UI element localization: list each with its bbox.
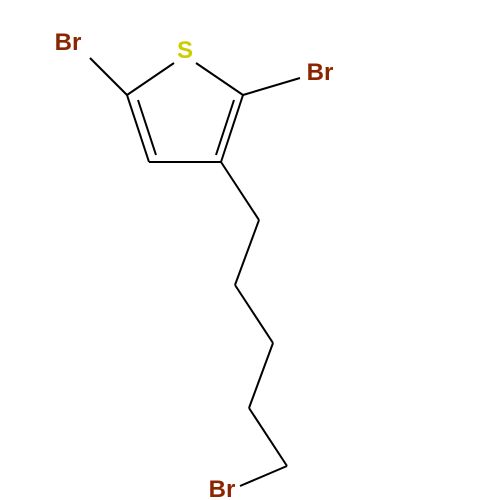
- bond-c5-s: [127, 63, 174, 95]
- bond-chain-4: [249, 343, 273, 408]
- bond-s-c2: [196, 63, 243, 95]
- bromine-3-atom-label: Br: [209, 476, 236, 500]
- bond-c4-c5-a: [127, 95, 149, 162]
- bromine-1-atom-label: Br: [55, 29, 82, 56]
- bond-c4-c5-b: [138, 100, 156, 155]
- bond-chain-1: [221, 162, 259, 220]
- thiophene-ring: [127, 63, 243, 162]
- substituents: [90, 58, 300, 486]
- bond-chain-5: [249, 408, 287, 466]
- atom-labels: S Br Br Br: [55, 29, 334, 500]
- bromine-2-atom-label: Br: [307, 59, 334, 86]
- bond-chain-2: [235, 220, 259, 285]
- bond-chain-3: [235, 285, 273, 343]
- sulfur-atom-label: S: [177, 37, 193, 64]
- molecule-diagram: S Br Br Br: [0, 0, 500, 500]
- bond-c5-br1: [90, 58, 127, 95]
- bond-chain-br3: [240, 466, 287, 486]
- bond-c2-br2: [243, 78, 300, 95]
